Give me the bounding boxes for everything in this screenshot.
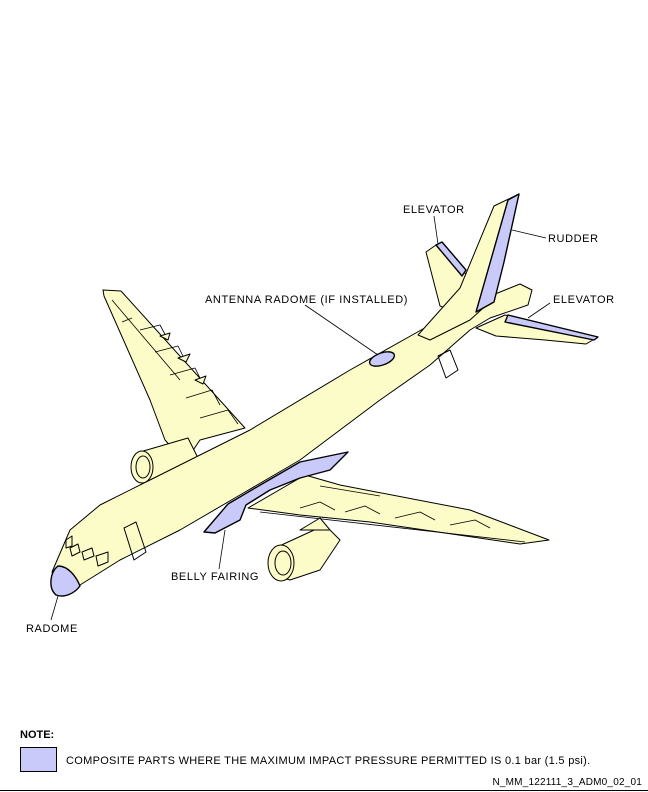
note-title: NOTE: [20,729,55,741]
forward-door [123,521,147,561]
leader-elevator-right [527,302,551,319]
fuselage [51,283,533,596]
right-wing [247,474,550,545]
right-engine-inlet [274,550,292,576]
right-engine-pylon [299,517,331,531]
figure-reference: N_MM_122111_3_ADM0_02_01 [492,777,642,788]
label-rudder: RUDDER [548,233,599,245]
rear-door [437,349,459,379]
cockpit-windows [65,535,109,567]
left-wing-fairing [159,332,171,341]
elevator-right-composite [504,314,599,341]
antenna-radome-composite [368,351,396,367]
label-antenna-radome: ANTENNA RADOME (IF INSTALLED) [205,294,408,306]
rudder-composite [475,193,520,313]
left-wing-fairing [177,353,191,363]
label-belly-fairing: BELLY FAIRING [171,571,259,583]
right-wing-flap-lines [259,485,526,543]
right-engine-intake [267,544,295,582]
left-wing [102,289,246,463]
leader-antenna-radome [304,304,379,356]
left-wing-flap-lines [111,299,239,425]
right-horizontal-stabilizer [475,314,599,345]
label-radome: RADOME [26,623,78,635]
belly-fairing-composite [203,451,349,534]
bottom-rule [0,790,648,791]
left-wing-fairing [194,375,207,385]
composite-legend-swatch [20,747,57,772]
leader-radome [50,595,59,621]
leader-elevator-top [433,215,439,245]
label-elevator-top: ELEVATOR [403,204,465,216]
elevator-left-composite [435,241,467,277]
left-engine-inlet [135,455,151,479]
leader-belly-fairing [218,529,226,570]
label-elevator-right: ELEVATOR [553,294,615,306]
radome-composite [50,565,81,597]
leader-rudder [511,229,547,239]
note-text: COMPOSITE PARTS WHERE THE MAXIMUM IMPACT… [66,755,591,767]
